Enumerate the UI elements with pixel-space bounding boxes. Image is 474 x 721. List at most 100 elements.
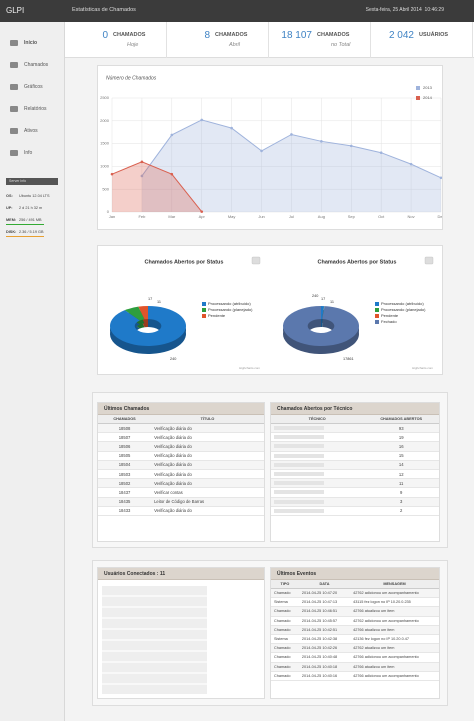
ticket-row[interactable]: 18504 Verificação diária do xyxy=(98,460,264,470)
menu-icon xyxy=(10,62,18,68)
event-message: 42766 adicionou um acompanhamento xyxy=(350,671,439,681)
ticket-row[interactable]: 18435 Leitor de Código de Barras xyxy=(98,497,264,507)
stat-value: 2 042 xyxy=(388,30,414,41)
stat-value: 8 xyxy=(204,30,210,41)
technician-row: 14 xyxy=(271,460,439,470)
stat-cell: 2 042 USUÁRIOS xyxy=(371,22,473,58)
info-key: MEM: xyxy=(6,218,17,222)
event-type: Chamado xyxy=(271,671,299,681)
menu-item[interactable]: Chamados xyxy=(10,62,48,68)
event-date: 2014-04-25 10:42:26 xyxy=(298,643,351,654)
ticket-row[interactable]: 18503 Verificação diária do xyxy=(98,469,264,480)
events-panel: Últimos Eventos TIPO DATA MENSAGEM Chamado 20… xyxy=(270,567,440,699)
technician-row: 12 xyxy=(271,469,439,480)
redacted xyxy=(274,435,324,440)
ticket-row[interactable]: 18433 Verificação diária do xyxy=(98,506,264,516)
menu-item[interactable]: Relatórios xyxy=(10,106,47,112)
menu-button[interactable] xyxy=(424,256,434,265)
header-row: TIPO DATA MENSAGEM xyxy=(271,580,439,589)
legend-label[interactable]: Processando (atribuído) xyxy=(208,301,251,306)
redacted xyxy=(274,444,324,449)
open-count: 3 xyxy=(363,497,439,507)
usage-bar xyxy=(6,236,44,237)
event-row: Chamado 2014-04-25 10:46:51 42766 atualizo… xyxy=(271,606,439,617)
redacted xyxy=(274,499,324,504)
table: CHAMADOS TÍTULO 18508 Verificação diária do… xyxy=(98,415,264,516)
ticket-title: Verificar contas xyxy=(151,487,264,498)
server-info-title: Server Info xyxy=(6,178,58,185)
point xyxy=(379,151,383,155)
top-bar: GLPI Estatísticas de Chamados Sexta-feir… xyxy=(0,0,474,22)
point xyxy=(140,174,144,178)
table: TÉCNICO CHAMADOS ABERTOS 93 19 16 15 14 12 11 9 3 2 xyxy=(271,415,439,516)
legend-label[interactable]: Processando (planejado) xyxy=(208,307,253,312)
x-tick-label: Feb xyxy=(138,214,146,219)
ticket-id: 18506 xyxy=(98,441,152,452)
menu-item[interactable]: Info xyxy=(10,150,32,156)
legend-label[interactable]: Processando (planejado) xyxy=(381,307,426,312)
ticket-row[interactable]: 18437 Verificar contas xyxy=(98,487,264,498)
menu-icon xyxy=(10,150,18,156)
event-row: Sistema 2014-04-25 10:42:38 42136 fez logo… xyxy=(271,634,439,645)
event-message: 42762 atualizou um item xyxy=(350,643,439,654)
info-value: 2.36 / 5.19 GB xyxy=(19,230,44,234)
ticket-row[interactable]: 18506 Verificação diária do xyxy=(98,441,264,452)
brand[interactable]: GLPI xyxy=(6,6,25,15)
ticket-row[interactable]: 18507 Verificação diária do xyxy=(98,432,264,443)
menu-label: Info xyxy=(24,150,33,156)
chart-title: Chamados Abertos por Status xyxy=(318,259,397,265)
legend-swatch xyxy=(375,302,379,306)
pie-slice xyxy=(282,306,359,346)
legend-label[interactable]: Fechado xyxy=(381,319,397,324)
legend-label[interactable]: Pendente xyxy=(381,313,399,318)
point xyxy=(200,210,204,213)
usage-bar xyxy=(6,224,44,225)
ticket-id: 18437 xyxy=(98,487,152,498)
ticket-row[interactable]: 18502 Verificação diária do xyxy=(98,478,264,489)
column-header: DATA xyxy=(298,580,351,589)
x-tick-label: Jan xyxy=(109,214,115,219)
legend-label[interactable]: Processando (atribuído) xyxy=(381,301,424,306)
menu-item[interactable]: Gráficos xyxy=(10,84,43,90)
y-tick-label: 2500 xyxy=(100,95,110,100)
menu-item[interactable]: Ativos xyxy=(10,128,38,134)
legend-swatch xyxy=(375,320,379,324)
event-message: 42762 adicionou um acompanhamento xyxy=(350,616,439,626)
ticket-id: 18435 xyxy=(98,497,152,507)
ticket-title: Verificação diária do xyxy=(151,432,264,443)
event-type: Chamado xyxy=(271,616,299,626)
ticket-row[interactable]: 18508 Verificação diária do xyxy=(98,423,264,434)
menu-label: Ativos xyxy=(24,128,38,134)
menu-button[interactable] xyxy=(251,256,261,265)
area xyxy=(112,161,202,212)
menu-label: Gráficos xyxy=(24,84,43,90)
tickets-panel: Últimos Chamados CHAMADOS TÍTULO 18508 Verif… xyxy=(97,402,265,542)
point xyxy=(409,162,413,166)
line xyxy=(111,161,203,212)
info-value: 256 / 491 MB xyxy=(19,218,42,222)
line-chart: Número de Chamados 0 500 1000 1500 2000 2500 Ja… xyxy=(100,75,444,219)
legend-label[interactable]: 2013 xyxy=(423,85,433,90)
menu-item[interactable]: Início xyxy=(10,40,37,46)
event-date: 2014-04-25 10:40:16 xyxy=(298,671,351,681)
technician-row: 19 xyxy=(271,432,439,443)
technician-name xyxy=(271,432,364,443)
point xyxy=(200,118,204,122)
stat-label: CHAMADOS xyxy=(215,32,248,38)
sidebar: Início Chamados Gráficos Relatórios Ativos In… xyxy=(0,22,65,721)
data-label: 240 xyxy=(312,294,318,298)
stat-sub: Hoje xyxy=(127,42,139,48)
point xyxy=(320,140,323,143)
legend-label[interactable]: Pendente xyxy=(208,313,226,318)
ticket-row[interactable]: 18505 Verificação diária do xyxy=(98,451,264,461)
open-count: 11 xyxy=(363,478,439,489)
panel-header: Últimos Eventos xyxy=(271,568,439,580)
menu-icon xyxy=(10,128,18,134)
legend-label[interactable]: 2014 xyxy=(423,95,433,100)
technician-row: 2 xyxy=(271,506,439,516)
technician-row: 3 xyxy=(271,497,439,507)
ticket-title: Verificação diária do xyxy=(151,478,264,489)
event-date: 2014-04-25 10:45:57 xyxy=(298,616,351,626)
technician-name xyxy=(271,506,364,516)
legend-swatch xyxy=(202,314,206,318)
